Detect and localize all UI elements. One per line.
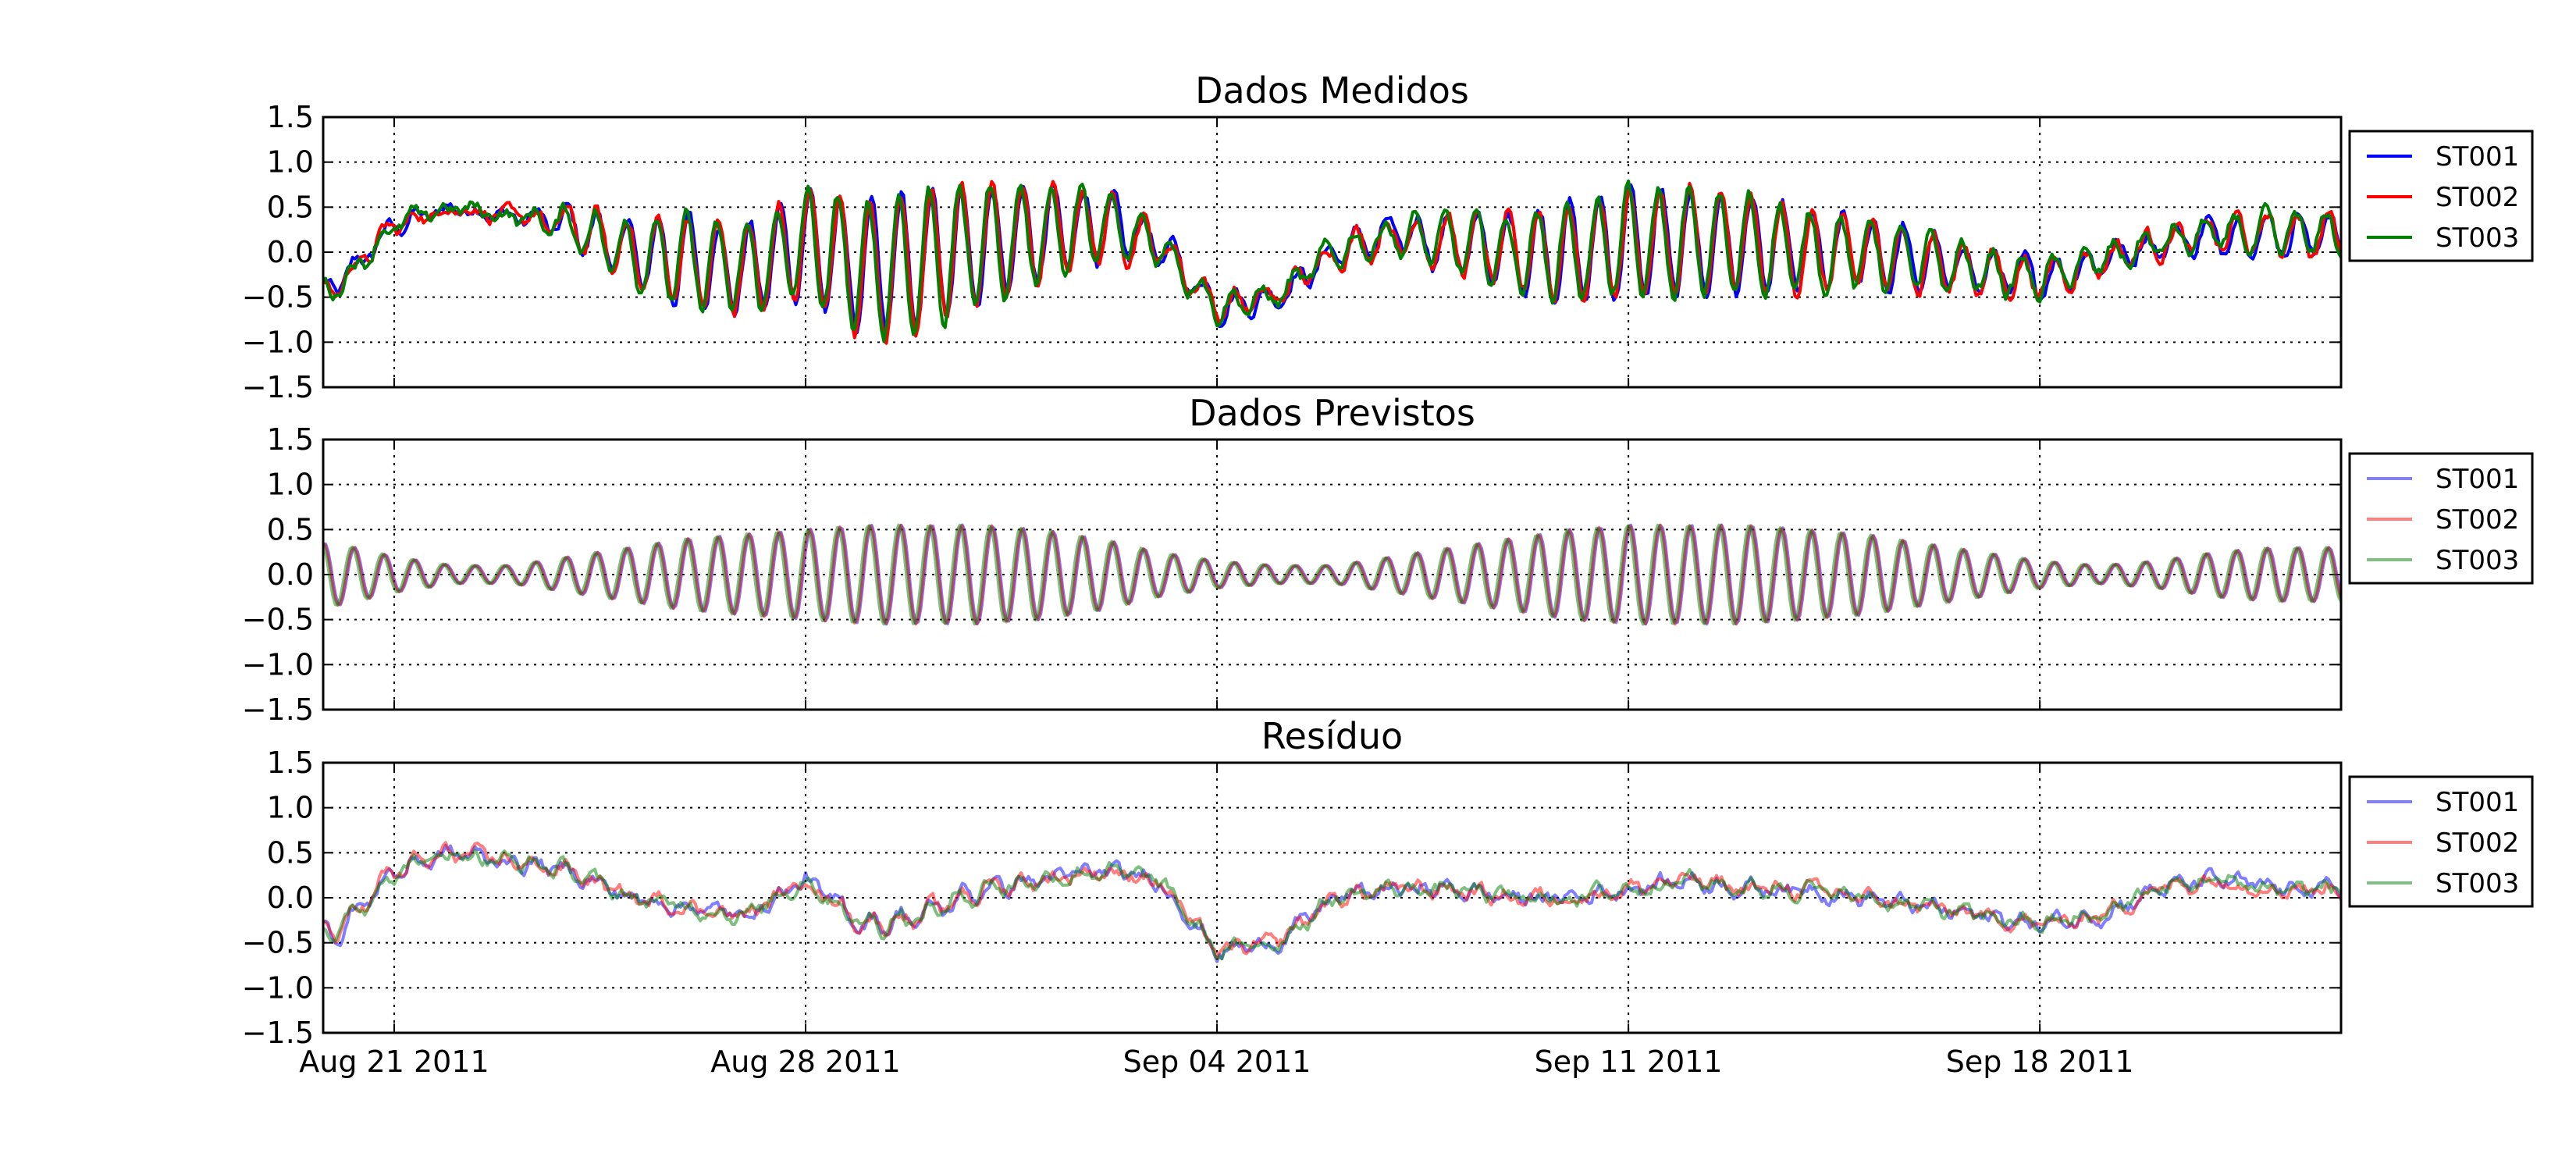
series-line-st003 bbox=[323, 179, 2341, 343]
series-line-st003 bbox=[323, 523, 2341, 626]
y-tick-label: 1.5 bbox=[267, 746, 314, 780]
y-tick-label: −0.5 bbox=[242, 926, 314, 960]
series-line-st002 bbox=[323, 523, 2341, 626]
y-tick-label: −1.0 bbox=[242, 970, 314, 1005]
y-tick-label: −1.5 bbox=[242, 692, 314, 727]
x-tick-label: Sep 04 2011 bbox=[1123, 1045, 1311, 1079]
panel-2: Dados Previstos 1.5 1.0 0.5 0.0 −0.5 −1.0 −1.5 S… bbox=[242, 392, 2534, 727]
y-tick-label: 0.0 bbox=[267, 235, 314, 269]
series-line-st003 bbox=[323, 849, 2341, 961]
y-tick-label: 1.0 bbox=[267, 791, 314, 825]
y-tick-label: 1.5 bbox=[267, 100, 314, 134]
series-line-st002 bbox=[323, 841, 2341, 960]
x-tick-label: Aug 21 2011 bbox=[299, 1045, 489, 1079]
y-tick-label: 0.0 bbox=[267, 557, 314, 592]
plot-frame bbox=[322, 116, 2343, 389]
y-tick-label: −0.5 bbox=[242, 603, 314, 637]
panel-title: Dados Previstos bbox=[1189, 392, 1475, 434]
legend-label: ST001 bbox=[2435, 787, 2519, 818]
legend-label: ST002 bbox=[2435, 504, 2519, 536]
legend-label: ST001 bbox=[2435, 141, 2519, 173]
y-tick-label: −0.5 bbox=[242, 280, 314, 315]
plot-frame bbox=[322, 438, 2343, 711]
legend-label: ST003 bbox=[2435, 868, 2519, 899]
y-tick-label: 1.0 bbox=[267, 468, 314, 502]
x-tick-label: Sep 18 2011 bbox=[1946, 1045, 2134, 1079]
y-tick-label: 0.5 bbox=[267, 190, 314, 224]
y-tick-label: −1.5 bbox=[242, 1016, 314, 1050]
x-tick-label: Sep 11 2011 bbox=[1535, 1045, 1723, 1079]
panel-title: Dados Medidos bbox=[1195, 69, 1469, 112]
y-tick-label: −1.0 bbox=[242, 647, 314, 682]
y-tick-label: −1.5 bbox=[242, 370, 314, 404]
panel-title: Resíduo bbox=[1261, 715, 1403, 757]
y-tick-label: 1.5 bbox=[267, 422, 314, 457]
y-tick-label: 0.5 bbox=[267, 835, 314, 870]
y-tick-label: −1.0 bbox=[242, 325, 314, 359]
legend: ST001 ST002 ST003 bbox=[2348, 775, 2534, 908]
legend-label: ST002 bbox=[2435, 828, 2519, 859]
plot-frame bbox=[322, 761, 2343, 1034]
legend-label: ST003 bbox=[2435, 222, 2519, 254]
y-tick-label: 1.0 bbox=[267, 145, 314, 180]
series-line-st002 bbox=[323, 180, 2341, 345]
y-tick-label: 0.0 bbox=[267, 881, 314, 915]
legend-label: ST003 bbox=[2435, 545, 2519, 576]
x-tick-label: Aug 28 2011 bbox=[710, 1045, 900, 1079]
legend: ST001 ST002 ST003 bbox=[2348, 452, 2534, 585]
legend-label: ST002 bbox=[2435, 182, 2519, 213]
y-tick-label: 0.5 bbox=[267, 512, 314, 546]
legend: ST001 ST002 ST003 bbox=[2348, 130, 2534, 262]
panel-1: Dados Medidos 1.5 1.0 0.5 0.0 −0.5 −1.0 −1.5 ST0… bbox=[242, 69, 2534, 404]
legend-label: ST001 bbox=[2435, 464, 2519, 495]
